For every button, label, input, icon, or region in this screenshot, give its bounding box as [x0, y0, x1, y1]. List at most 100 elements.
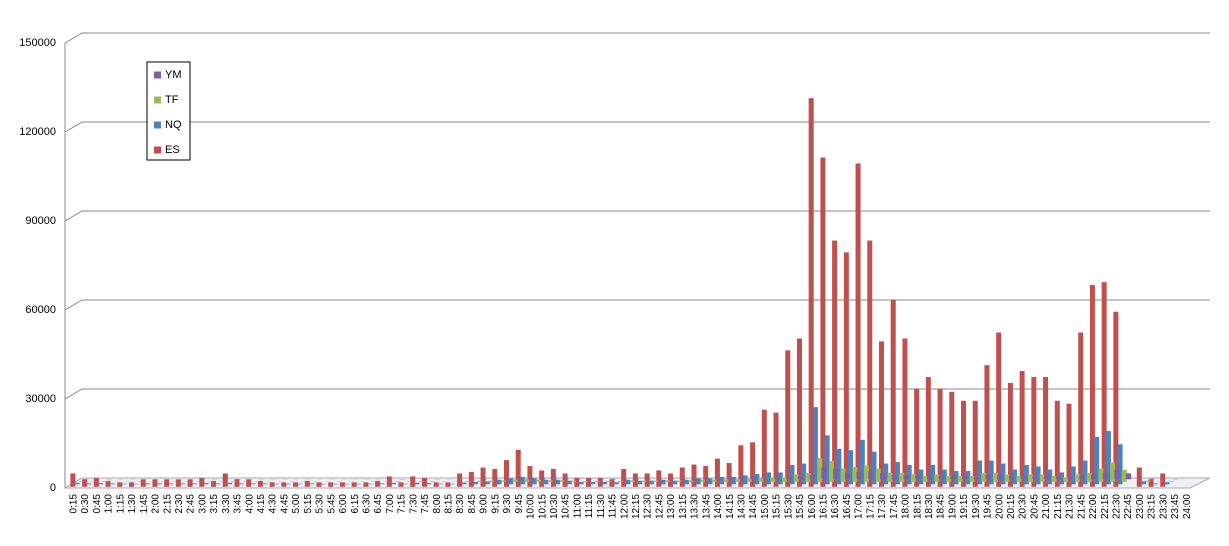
x-tick-label: 21:45: [1076, 494, 1087, 519]
bar: [257, 480, 263, 487]
x-tick-label: 20:45: [1029, 494, 1040, 519]
bar: [1004, 474, 1010, 482]
bar: [703, 466, 709, 487]
bar: [1070, 466, 1076, 485]
bar: [723, 479, 729, 482]
bar: [648, 480, 654, 485]
bar: [664, 480, 670, 482]
x-tick-label: 6:45: [373, 494, 384, 514]
x-tick-label: 13:45: [701, 494, 712, 519]
x-tick-label: 23:15: [1147, 494, 1158, 519]
bar: [902, 338, 908, 487]
x-tick-label: 7:30: [408, 494, 419, 514]
bar: [1113, 311, 1119, 487]
bar: [250, 483, 256, 485]
bar: [519, 476, 525, 485]
x-tick-label: 2:30: [174, 494, 185, 514]
bar: [606, 480, 612, 482]
x-tick-label: 3:30: [221, 494, 232, 514]
bar: [660, 479, 666, 485]
bar: [844, 472, 850, 480]
bar: [906, 465, 912, 485]
x-tick-label: 14:45: [748, 494, 759, 519]
bar: [762, 477, 768, 480]
x-tick-label: 14:30: [736, 494, 747, 519]
bar: [78, 481, 84, 482]
bar: [621, 469, 627, 487]
bar: [309, 483, 315, 485]
bar: [735, 479, 741, 482]
bar: [946, 475, 952, 482]
bar: [590, 481, 596, 485]
x-tick-label: 3:15: [209, 494, 220, 514]
bar: [187, 479, 193, 487]
bar: [613, 482, 619, 485]
bar: [770, 477, 776, 482]
bar: [684, 479, 690, 485]
bar: [691, 464, 697, 487]
bar: [997, 474, 1003, 480]
bar: [1020, 476, 1026, 480]
bar: [273, 483, 279, 485]
grid-line: [64, 210, 1210, 222]
bar: [140, 479, 146, 487]
x-tick-label: 19:15: [959, 494, 970, 519]
x-tick-label: 23:30: [1158, 494, 1169, 519]
x-tick-label: 8:45: [467, 494, 478, 514]
x-tick-label: 5:15: [303, 494, 314, 514]
bar: [1043, 377, 1049, 487]
x-tick-label: 18:30: [924, 494, 935, 519]
bar: [391, 482, 397, 485]
bar: [938, 475, 944, 480]
x-tick-label: 0:45: [92, 494, 103, 514]
bar: [156, 483, 162, 485]
x-tick-label: 9:45: [514, 494, 525, 514]
bar: [617, 480, 623, 482]
bar: [1126, 473, 1132, 480]
x-tick-label: 3:45: [233, 494, 244, 514]
bar: [1019, 371, 1025, 487]
bar: [1067, 476, 1073, 480]
bar: [918, 469, 924, 485]
bar: [785, 350, 791, 487]
x-tick-label: 13:30: [690, 494, 701, 519]
bar: [848, 450, 854, 485]
bar: [492, 469, 498, 487]
x-tick-label: 12:30: [643, 494, 654, 519]
x-tick-label: 10:15: [537, 494, 548, 519]
x-tick-label: 1:45: [139, 494, 150, 514]
bar: [633, 478, 639, 480]
bar: [894, 462, 900, 485]
bar: [695, 478, 701, 485]
bar: [363, 482, 369, 487]
grid-line: [64, 32, 1210, 44]
legend-swatch: [154, 146, 161, 154]
bar: [890, 299, 896, 487]
x-tick-label: 16:45: [842, 494, 853, 519]
bar: [914, 388, 920, 487]
bar: [465, 481, 471, 482]
bar: [540, 478, 546, 480]
bar: [1082, 460, 1088, 485]
bar: [773, 412, 779, 487]
bar: [1074, 474, 1080, 482]
bar: [402, 483, 408, 485]
bar: [746, 478, 752, 482]
bar: [1012, 469, 1018, 485]
y-tick-label: 0: [50, 482, 56, 494]
x-tick-label: 16:30: [830, 494, 841, 519]
x-tick-label: 15:00: [760, 494, 771, 519]
bar: [594, 480, 600, 482]
bar: [1078, 332, 1084, 487]
bar: [1114, 469, 1120, 480]
bar: [133, 483, 139, 485]
x-tick-label: 7:15: [397, 494, 408, 514]
bar: [868, 471, 874, 480]
bar: [503, 460, 509, 487]
x-tick-label: 11:00: [572, 494, 583, 519]
bar: [719, 476, 725, 485]
x-tick-label: 22:45: [1123, 494, 1134, 519]
bar: [786, 477, 792, 480]
grid-line: [64, 299, 1210, 311]
bar: [203, 483, 209, 485]
